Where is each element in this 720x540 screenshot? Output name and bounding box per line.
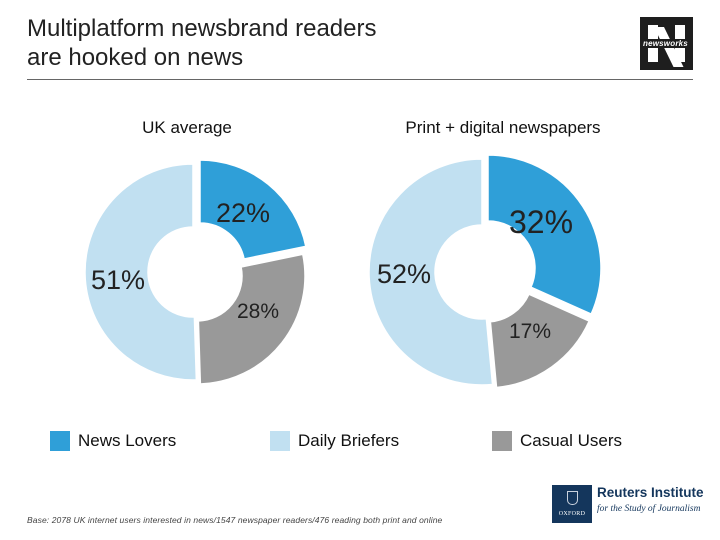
donut-chart-uk-average — [84, 159, 307, 385]
data-label-pd-daily-briefers: 52% — [377, 259, 431, 289]
data-label-pd-news-lovers: 32% — [509, 204, 573, 240]
footnote: Base: 2078 UK internet users interested … — [27, 515, 443, 525]
donut-slice-news-lovers — [199, 159, 307, 260]
donut-chart-print-digital — [368, 154, 602, 389]
legend-swatch-casual-users — [492, 431, 512, 451]
oxford-logo-text: OXFORD — [558, 511, 586, 517]
legend-label: Daily Briefers — [298, 431, 400, 450]
donut-slice-casual-users — [197, 253, 306, 385]
donut-slice-news-lovers — [487, 154, 602, 316]
legend-item-casual-users: Casual Users — [492, 430, 622, 452]
oxford-logo: OXFORD — [552, 485, 592, 523]
title-line-1: Multiplatform newsbrand readers — [27, 15, 377, 42]
data-label-uk-news-lovers: 22% — [216, 198, 270, 228]
donut-slice-daily-briefers — [368, 158, 494, 386]
legend-label: News Lovers — [78, 431, 177, 450]
data-label-uk-daily-briefers: 51% — [91, 265, 145, 295]
data-label-uk-casual-users: 28% — [237, 300, 279, 323]
title-divider — [27, 79, 693, 80]
chart-title-uk-average: UK average — [142, 118, 232, 137]
newsworks-logo-text: newsworks — [642, 39, 689, 48]
legend-label: Casual Users — [520, 431, 623, 450]
legend-swatch-daily-briefers — [270, 431, 290, 451]
legend-item-daily-briefers: Daily Briefers — [270, 430, 399, 452]
data-label-pd-casual-users: 17% — [509, 320, 551, 343]
chart-title-print-digital: Print + digital newspapers — [405, 118, 600, 137]
legend-swatch-news-lovers — [50, 431, 70, 451]
reuters-institute-name: Reuters Institute — [597, 485, 704, 500]
legend-item-news-lovers: News Lovers — [50, 430, 176, 452]
oxford-crest-icon — [567, 491, 578, 505]
page-title: Multiplatform newsbrand readers are hook… — [27, 14, 587, 72]
donut-slice-daily-briefers — [84, 163, 198, 381]
donut-slice-casual-users — [489, 293, 591, 389]
reuters-institute-subtitle: for the Study of Journalism — [597, 504, 701, 514]
title-line-2: are hooked on news — [27, 44, 244, 71]
